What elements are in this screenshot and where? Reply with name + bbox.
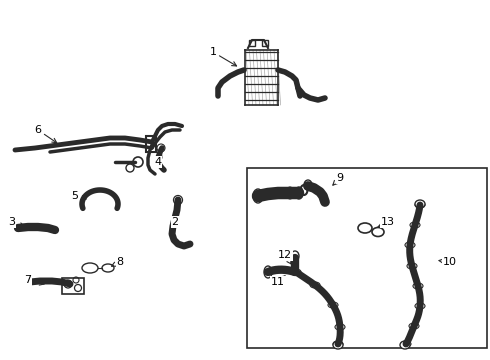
Text: 10: 10 bbox=[439, 257, 457, 267]
Text: 3: 3 bbox=[8, 217, 24, 227]
Text: 4: 4 bbox=[154, 153, 162, 167]
Bar bbox=[262, 40, 268, 46]
Text: 5: 5 bbox=[72, 191, 86, 201]
Ellipse shape bbox=[415, 200, 425, 208]
Text: 6: 6 bbox=[34, 125, 57, 143]
Ellipse shape bbox=[291, 251, 299, 261]
Text: 11: 11 bbox=[271, 276, 285, 287]
Bar bbox=[247, 168, 487, 348]
Ellipse shape bbox=[295, 187, 303, 199]
Text: 13: 13 bbox=[378, 217, 395, 227]
Text: 9: 9 bbox=[333, 173, 343, 185]
Ellipse shape bbox=[253, 189, 263, 203]
Text: 8: 8 bbox=[112, 257, 123, 267]
Ellipse shape bbox=[333, 341, 343, 349]
Bar bbox=[249, 40, 255, 46]
Bar bbox=[62, 278, 84, 294]
Text: 12: 12 bbox=[278, 250, 292, 264]
Ellipse shape bbox=[400, 341, 410, 349]
Text: 2: 2 bbox=[172, 212, 178, 227]
Ellipse shape bbox=[304, 180, 312, 190]
Bar bbox=[146, 136, 156, 152]
Ellipse shape bbox=[264, 266, 272, 278]
Text: 1: 1 bbox=[210, 47, 237, 66]
Text: 7: 7 bbox=[24, 275, 44, 285]
